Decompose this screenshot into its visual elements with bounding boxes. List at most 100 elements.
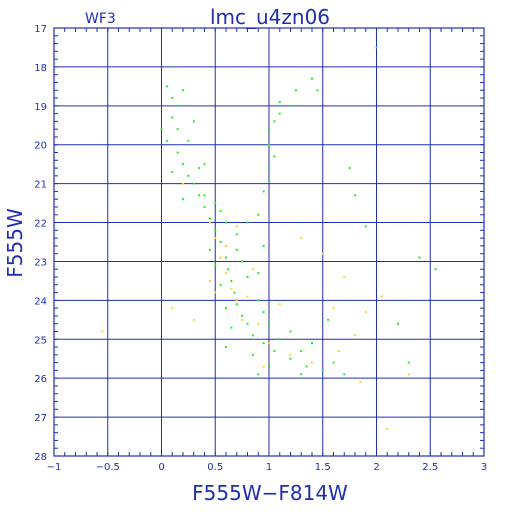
data-point-green	[246, 221, 249, 224]
data-point-yellow	[262, 365, 265, 368]
x-axis-label: F555W−F814W	[192, 481, 348, 505]
data-point-green	[171, 97, 174, 100]
data-point-green	[203, 194, 206, 197]
y-tick-label: 21	[34, 180, 47, 191]
data-point-yellow	[214, 291, 217, 294]
minor-ticks	[53, 27, 485, 457]
data-point-green	[187, 139, 190, 142]
data-point-green	[225, 256, 227, 259]
data-point-green	[327, 318, 330, 321]
y-tick-label: 25	[34, 335, 47, 346]
x-tick-label: 1	[266, 462, 272, 473]
data-point-green	[418, 256, 421, 259]
data-point-green	[316, 89, 319, 92]
data-point-green	[165, 85, 168, 88]
data-point-green	[397, 322, 399, 325]
data-point-green	[176, 104, 179, 107]
data-point-yellow	[246, 295, 249, 298]
data-point-green	[289, 357, 292, 360]
x-tick-label: 2	[373, 462, 379, 473]
data-point-green	[257, 213, 260, 216]
data-point-yellow	[257, 322, 260, 325]
data-point-green	[230, 279, 233, 282]
data-point-green	[235, 233, 238, 236]
data-point-yellow	[359, 381, 362, 384]
data-point-green	[203, 163, 206, 166]
data-point-green	[176, 151, 179, 154]
x-tick-label: 1.5	[315, 462, 331, 473]
data-point-green	[251, 353, 254, 356]
y-tick-label: 20	[34, 141, 47, 152]
data-point-green	[278, 100, 281, 103]
x-tick-label: 3	[481, 462, 487, 473]
data-point-green	[364, 225, 367, 228]
data-point-green	[354, 194, 356, 197]
data-point-green	[203, 205, 206, 208]
data-point-green	[225, 221, 227, 224]
data-point-green	[235, 303, 238, 306]
y-axis-label: F555W	[3, 208, 27, 278]
data-point-yellow	[208, 279, 211, 282]
data-point-green	[268, 143, 270, 146]
data-point-green	[171, 170, 174, 173]
data-point-green	[165, 139, 168, 142]
data-point-green	[268, 167, 270, 170]
data-point-green	[208, 217, 211, 220]
data-point-green	[294, 89, 297, 92]
data-point-green	[227, 268, 230, 271]
data-point-yellow	[343, 276, 346, 279]
data-point-yellow	[268, 342, 270, 345]
data-point-green	[407, 361, 410, 364]
data-point-green	[278, 338, 281, 341]
data-point-green	[219, 209, 222, 212]
data-point-yellow	[225, 272, 227, 275]
data-point-green	[268, 178, 270, 181]
y-tick-label: 18	[34, 63, 47, 74]
y-tick-label: 22	[34, 219, 47, 230]
data-point-green	[300, 373, 303, 376]
data-point-yellow	[407, 373, 410, 376]
data-point-yellow	[386, 427, 389, 430]
data-point-green	[257, 272, 260, 275]
data-point-yellow	[380, 295, 383, 298]
y-tick-label: 23	[34, 257, 47, 268]
data-point-green	[268, 322, 270, 325]
data-point-yellow	[208, 221, 211, 224]
data-point-green	[192, 120, 195, 123]
data-point-green	[171, 116, 174, 119]
data-point-green	[332, 361, 335, 364]
data-point-green	[262, 342, 265, 345]
data-point-green	[219, 283, 222, 286]
data-point-green	[343, 373, 346, 376]
data-point-yellow	[101, 330, 104, 333]
data-point-green	[171, 65, 174, 68]
x-tick-label: 2.5	[422, 462, 438, 473]
data-point-yellow	[235, 225, 238, 228]
data-point-yellow	[289, 353, 292, 356]
data-point-yellow	[311, 361, 313, 364]
data-point-green	[251, 334, 254, 337]
x-tick-label: 0.5	[207, 462, 223, 473]
x-tick-label: 0	[158, 462, 164, 473]
data-point-green	[198, 167, 201, 170]
data-point-green	[321, 369, 324, 372]
data-point-green	[208, 248, 211, 251]
data-point-green	[214, 264, 217, 267]
chart-subtitle: WF3	[85, 11, 116, 27]
data-point-green	[219, 241, 222, 243]
y-tick-label: 27	[34, 413, 47, 424]
data-point-green	[225, 307, 227, 310]
data-point-green	[182, 89, 184, 92]
data-point-green	[235, 248, 238, 251]
data-point-green	[434, 268, 437, 271]
data-points	[101, 46, 437, 430]
data-point-green	[246, 322, 249, 325]
data-point-green	[262, 311, 265, 314]
x-tick-label: −0.5	[96, 462, 120, 473]
y-tick-label: 24	[34, 296, 47, 307]
data-point-yellow	[214, 237, 217, 240]
data-point-yellow	[337, 349, 340, 352]
data-point-green	[268, 128, 270, 131]
data-point-green	[198, 194, 201, 197]
data-point-yellow	[300, 237, 303, 240]
